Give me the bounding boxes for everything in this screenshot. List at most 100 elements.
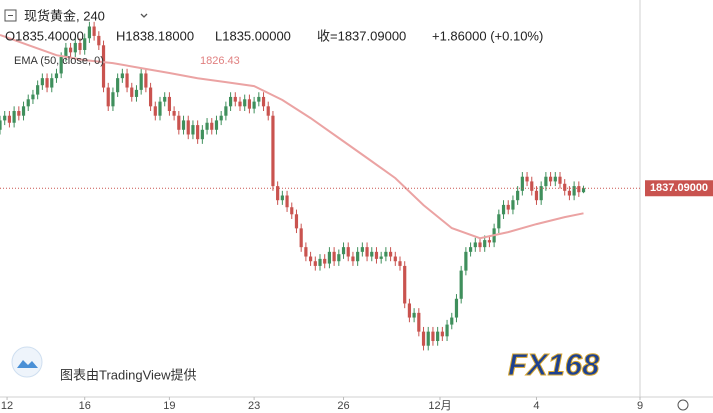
fx168-logo: FX168 <box>508 347 600 382</box>
candle-body <box>186 120 190 135</box>
candle-body <box>243 99 247 107</box>
candle-body <box>530 181 534 191</box>
candle-body <box>205 122 209 130</box>
candle-body <box>417 312 421 332</box>
candle-body <box>431 331 435 342</box>
candle-body <box>553 176 557 182</box>
last-price-label: 1837.09000 <box>650 182 708 194</box>
candle-body <box>464 251 468 271</box>
candle-body <box>506 204 510 210</box>
candle-body <box>172 111 176 116</box>
x-tick-label: 12月 <box>428 400 451 412</box>
candle-body <box>111 92 115 107</box>
candle-body <box>497 214 501 229</box>
candle-body <box>116 78 120 93</box>
candle-body <box>26 99 30 107</box>
candle-body <box>17 111 21 116</box>
candle-body <box>134 89 139 97</box>
ohlc-open: O1835.40000 <box>5 28 84 43</box>
symbol: 现货黄金, 240 <box>24 8 105 23</box>
candle-body <box>563 183 567 191</box>
candle-body <box>261 96 266 107</box>
candle-body <box>511 200 515 210</box>
x-tick-label: 16 <box>79 400 91 412</box>
ohlc-high: H1838.18000 <box>116 28 194 43</box>
candle-body <box>426 331 430 346</box>
ema-value: 1826.43 <box>200 55 240 67</box>
candle-body <box>21 106 26 116</box>
candle-body <box>191 125 195 135</box>
candle-body <box>501 204 506 215</box>
candle-body <box>238 101 242 107</box>
candle-body <box>158 101 162 116</box>
candle-body <box>68 47 73 53</box>
x-tick-label: 4 <box>533 400 539 412</box>
candle-body <box>97 35 101 46</box>
candle-body <box>299 228 303 248</box>
candle-body <box>266 106 270 116</box>
candle-body <box>577 186 581 193</box>
candle-body <box>12 111 16 123</box>
candle-body <box>539 186 543 201</box>
candle-body <box>572 186 576 196</box>
candle-body <box>304 247 308 257</box>
candle-body <box>318 258 322 266</box>
candle-body <box>224 106 228 116</box>
candle-body <box>548 176 553 182</box>
candle-body <box>294 214 299 229</box>
ohlc-close: 收=1837.09000 <box>317 28 406 43</box>
candle-body <box>483 240 487 248</box>
dropdown-icon[interactable] <box>140 13 148 18</box>
candle-body <box>356 251 360 262</box>
candle-body <box>139 73 143 90</box>
candle-body <box>421 331 426 346</box>
candle-body <box>450 317 454 325</box>
tv-logo-mark <box>17 360 38 368</box>
candle-body <box>106 87 110 107</box>
candle-body <box>181 120 186 130</box>
candle-body <box>468 247 473 252</box>
candle-body <box>516 190 520 201</box>
candle-body <box>341 247 346 255</box>
ohlc-change: +1.86000 (+0.10%) <box>432 28 543 43</box>
candle-body <box>271 115 275 187</box>
ema-legend: EMA (50, close, 0) <box>14 55 104 67</box>
plot <box>0 21 640 351</box>
candle-body <box>436 331 440 342</box>
candle-body <box>73 42 77 53</box>
x-tick-label: 12 <box>1 400 13 412</box>
candle-body <box>313 261 317 266</box>
ema-line <box>0 34 584 240</box>
candle-body <box>59 57 63 74</box>
candle-body <box>78 42 82 50</box>
collapse-icon[interactable] <box>4 9 17 22</box>
candle-body <box>219 115 223 121</box>
candle-body <box>144 73 148 88</box>
candle-body <box>148 87 153 107</box>
candle-body <box>196 125 200 140</box>
candle-body <box>487 240 492 243</box>
candle-body <box>7 115 12 123</box>
candle-body <box>125 73 129 88</box>
candle-body <box>214 120 219 130</box>
candle-body <box>233 96 237 102</box>
x-tick-label: 9 <box>637 400 643 412</box>
candle-body <box>388 251 393 257</box>
candle-body <box>252 101 256 109</box>
candle-body <box>36 85 40 95</box>
candle-body <box>54 73 59 79</box>
candle-body <box>323 258 327 264</box>
candle-body <box>64 47 68 58</box>
candle-body <box>210 122 214 130</box>
candle-body <box>473 242 477 248</box>
candle-body <box>393 256 397 262</box>
candle-body <box>332 251 336 262</box>
candle-body <box>403 265 407 304</box>
watermark: 图表由TradingView提供 <box>60 367 197 382</box>
candle-body <box>360 247 364 252</box>
candle-body <box>3 115 7 121</box>
candle-body <box>412 312 416 318</box>
settings-icon[interactable] <box>677 399 689 411</box>
candle-body <box>257 96 261 102</box>
